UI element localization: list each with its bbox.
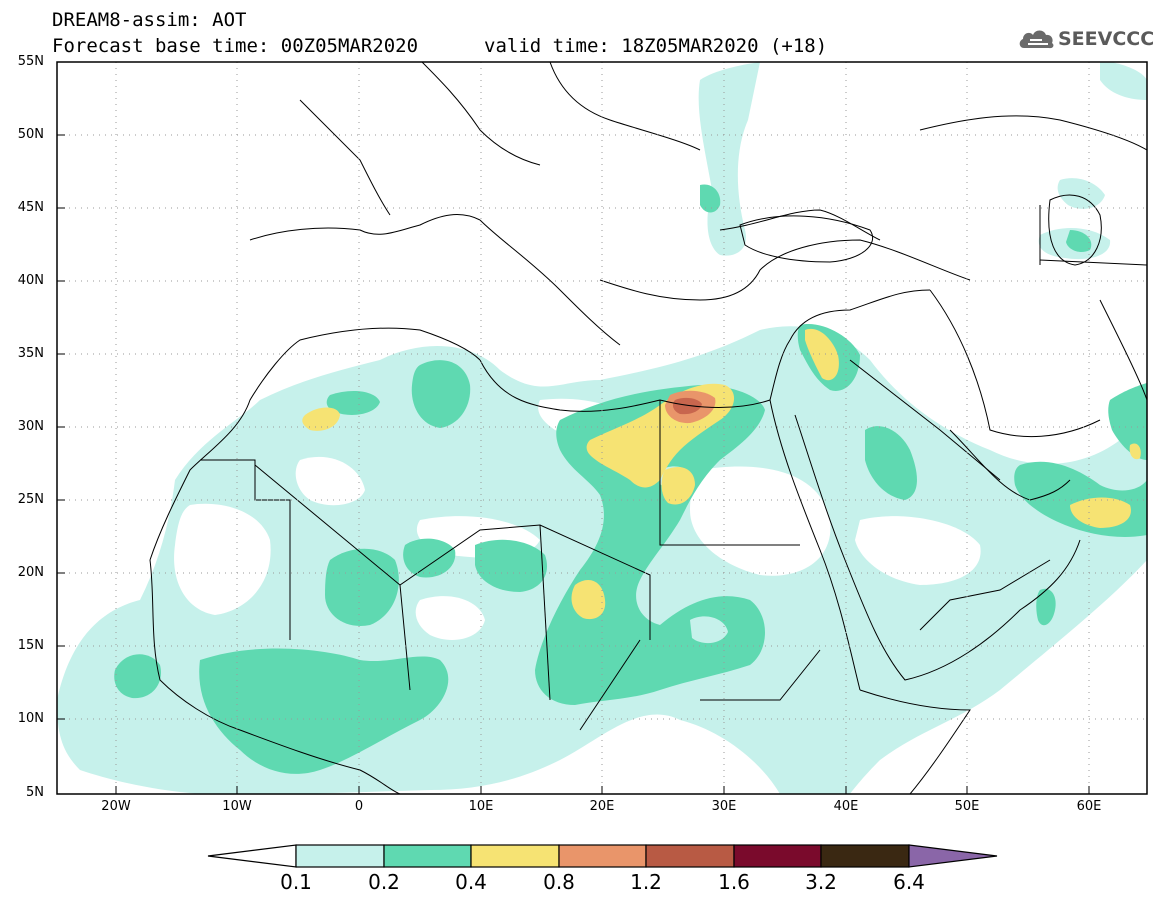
cloud-logo-icon — [1019, 30, 1054, 49]
lon-label-10e: 10E — [468, 799, 494, 814]
colorbar-label: 0.4 — [455, 870, 487, 894]
colorbar-label: 1.6 — [718, 870, 750, 894]
lon-label-20w: 20W — [101, 799, 131, 814]
lat-label-5n: 5N — [26, 785, 44, 800]
lat-label-10n: 10N — [17, 711, 44, 726]
colorbar-label: 3.2 — [805, 870, 837, 894]
coastlines-and-borders — [149, 62, 1147, 794]
map-title: DREAM8-assim: AOT — [52, 9, 247, 31]
colorbar — [207, 844, 998, 868]
logo-text: SEEVCCC — [1058, 28, 1155, 50]
colorbar-label: 0.2 — [368, 870, 400, 894]
colorbar-over-arrow — [908, 844, 998, 868]
colorbar-label: 0.8 — [543, 870, 575, 894]
lon-label-50e: 50E — [954, 799, 980, 814]
colorbar-cell-0.4-0.8 — [470, 844, 560, 868]
lon-label-30e: 30E — [711, 799, 737, 814]
colorbar-cell-1.2-1.6 — [645, 844, 735, 868]
lat-label-50n: 50N — [17, 127, 44, 142]
colorbar-label: 1.2 — [630, 870, 662, 894]
aot-band-1.2-1.6 — [672, 397, 702, 415]
lat-label-15n: 15N — [17, 638, 44, 653]
colorbar-under-arrow — [207, 844, 297, 868]
map-gridlines — [57, 62, 1147, 794]
colorbar-label: 6.4 — [893, 870, 925, 894]
lat-label-25n: 25N — [17, 492, 44, 507]
lon-label-10w: 10W — [222, 799, 252, 814]
colorbar-cell-1.6-3.2 — [733, 844, 822, 868]
colorbar-cell-0.2-0.4 — [383, 844, 472, 868]
lon-label-0: 0 — [354, 799, 364, 814]
lat-label-45n: 45N — [17, 200, 44, 215]
lat-label-40n: 40N — [17, 273, 44, 288]
forecast-base-time: Forecast base time: 00Z05MAR2020 — [52, 35, 419, 57]
aot-clear-areas — [174, 398, 981, 640]
lon-label-60e: 60E — [1076, 799, 1102, 814]
forecast-valid-time: valid time: 18Z05MAR2020 (+18) — [484, 35, 828, 57]
lat-label-55n: 55N — [17, 54, 44, 69]
lon-label-20e: 20E — [589, 799, 615, 814]
lat-label-20n: 20N — [17, 565, 44, 580]
lon-label-40e: 40E — [833, 799, 859, 814]
colorbar-cell-0.1-0.2 — [295, 844, 385, 868]
colorbar-cell-0.8-1.2 — [558, 844, 647, 868]
colorbar-cell-3.2-6.4 — [820, 844, 910, 868]
colorbar-label: 0.1 — [280, 870, 312, 894]
lat-label-35n: 35N — [17, 346, 44, 361]
lat-label-30n: 30N — [17, 419, 44, 434]
map-ticks — [57, 134, 1090, 794]
